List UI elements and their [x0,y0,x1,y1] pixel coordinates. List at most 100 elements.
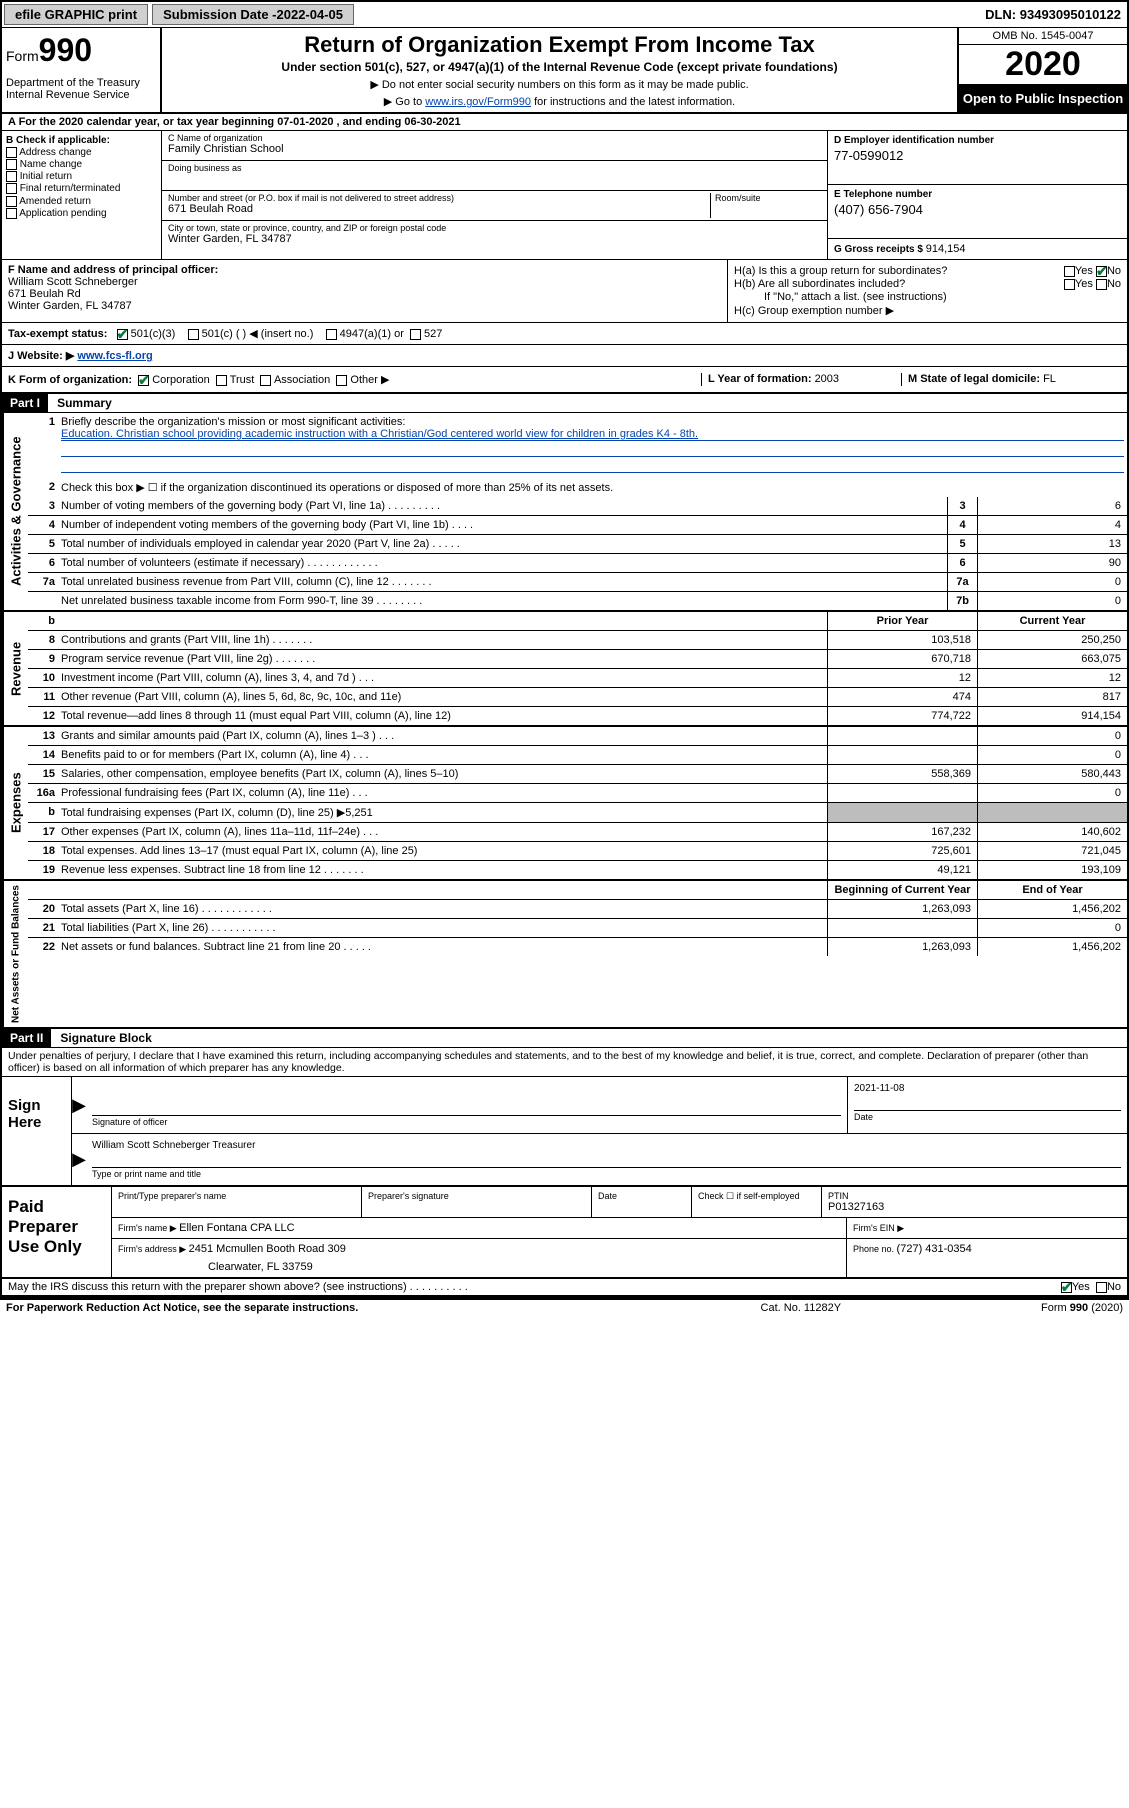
prior-year-hdr: Prior Year [827,612,977,630]
checkbox-discuss-yes[interactable] [1061,1282,1072,1293]
line2-num: 2 [28,478,58,497]
part2-badge: Part II [2,1029,51,1047]
line-text: Benefits paid to or for members (Part IX… [58,746,827,764]
net-hdr-spacer2 [58,881,827,899]
checkbox-initial-return[interactable] [6,171,17,182]
hb-yes: Yes [1075,278,1093,290]
checkbox-discuss-no[interactable] [1096,1282,1107,1293]
line1-num: 1 [28,413,58,478]
page-footer: For Paperwork Reduction Act Notice, see … [0,1300,1129,1316]
sign-date-value: 2021-11-08 [854,1083,1121,1094]
curr-value: 721,045 [977,842,1127,860]
declaration-text: Under penalties of perjury, I declare th… [2,1048,1127,1077]
ein-label: D Employer identification number [834,135,1121,146]
curr-value: 0 [977,746,1127,764]
checkbox-501c3[interactable] [117,329,128,340]
curr-value: 140,602 [977,823,1127,841]
checkbox-other[interactable] [336,375,347,386]
line-value: 6 [977,497,1127,515]
part2-header: Part II Signature Block [2,1029,1127,1048]
part1-title: Summary [51,396,112,410]
irs-link[interactable]: www.irs.gov/Form990 [425,96,531,108]
checkbox-trust[interactable] [216,375,227,386]
checkbox-4947[interactable] [326,329,337,340]
gross-receipts-label: G Gross receipts $ [834,244,926,255]
sign-date-label: Date [854,1110,1121,1122]
line-num: 8 [28,631,58,649]
discuss-no: No [1107,1281,1121,1293]
tax-year: 2020 [959,45,1127,85]
ptin-label: PTIN [828,1191,1121,1201]
line-key: 5 [947,535,977,553]
line-key: 4 [947,516,977,534]
prior-value: 670,718 [827,650,977,668]
line-key: 7a [947,573,977,591]
row-i-tax-status: Tax-exempt status: 501(c)(3) 501(c) ( ) … [2,323,1127,345]
website-link[interactable]: www.fcs-fl.org [77,350,152,362]
checkbox-address-change[interactable] [6,147,17,158]
gross-receipts-value: 914,154 [926,243,966,255]
line-num: 9 [28,650,58,668]
line-num: 3 [28,497,58,515]
dba-label: Doing business as [168,163,821,173]
col-c-org-info: C Name of organization Family Christian … [162,131,827,259]
checkbox-assoc[interactable] [260,375,271,386]
street-label: Number and street (or P.O. box if mail i… [168,193,706,203]
beg-year-hdr: Beginning of Current Year [827,881,977,899]
submission-date-button[interactable]: Submission Date - 2022-04-05 [152,4,354,25]
curr-value: 663,075 [977,650,1127,668]
opt-amended: Amended return [19,196,91,207]
checkbox-527[interactable] [410,329,421,340]
curr-value: 0 [977,727,1127,745]
curr-value: 914,154 [977,707,1127,725]
checkbox-ha-no[interactable] [1096,266,1107,277]
col-h-group: H(a) Is this a group return for subordin… [727,260,1127,322]
l-label: L Year of formation: [708,373,815,385]
cat-no: Cat. No. 11282Y [761,1302,842,1314]
prior-value: 103,518 [827,631,977,649]
phone-value: (407) 656-7904 [834,200,1121,217]
prior-value: 12 [827,669,977,687]
checkbox-hb-no[interactable] [1096,279,1107,290]
line2-text: Check this box ▶ ☐ if the organization d… [58,478,1127,497]
phone-label: E Telephone number [834,189,1121,200]
checkbox-hb-yes[interactable] [1064,279,1075,290]
form-word: Form [6,48,39,64]
line-text: Total unrelated business revenue from Pa… [58,573,947,591]
checkbox-final-return[interactable] [6,183,17,194]
checkbox-amended[interactable] [6,196,17,207]
prep-sig-label: Preparer's signature [368,1191,585,1201]
irs-discuss-row: May the IRS discuss this return with the… [2,1279,1127,1296]
line-num: 19 [28,861,58,879]
form-number: Form990 [6,32,156,69]
line-text: Total liabilities (Part X, line 26) . . … [58,919,827,937]
mission-text: Education. Christian school providing ac… [61,428,1124,441]
line-text: Other revenue (Part VIII, column (A), li… [58,688,827,706]
curr-value: 193,109 [977,861,1127,879]
part2-title: Signature Block [54,1031,151,1045]
line-num: 14 [28,746,58,764]
checkbox-corp[interactable] [138,375,149,386]
ssn-note: ▶ Do not enter social security numbers o… [166,78,953,91]
line-num: 16a [28,784,58,802]
firm-phone: (727) 431-0354 [897,1243,972,1255]
k-label: K Form of organization: [8,374,132,386]
opt-527: 527 [424,328,442,340]
self-employed-label: Check ☐ if self-employed [698,1191,815,1202]
prep-date-label: Date [598,1191,685,1201]
dln-label: DLN: [985,7,1020,22]
checkbox-name-change[interactable] [6,159,17,170]
checkbox-ha-yes[interactable] [1064,266,1075,277]
checkbox-501c[interactable] [188,329,199,340]
efile-print-button[interactable]: efile GRAPHIC print [4,4,148,25]
prior-value: 474 [827,688,977,706]
form-ref: Form 990 (2020) [1041,1302,1123,1314]
goto-post: for instructions and the latest informat… [531,96,735,108]
prior-value: 725,601 [827,842,977,860]
section-net-assets: Net Assets or Fund Balances [2,881,28,1027]
row-a-tax-year: A For the 2020 calendar year, or tax yea… [2,114,1127,131]
opt-name-change: Name change [20,159,82,170]
hc-label: H(c) Group exemption number ▶ [734,304,1121,317]
line-text: Total expenses. Add lines 13–17 (must eq… [58,842,827,860]
checkbox-app-pending[interactable] [6,208,17,219]
